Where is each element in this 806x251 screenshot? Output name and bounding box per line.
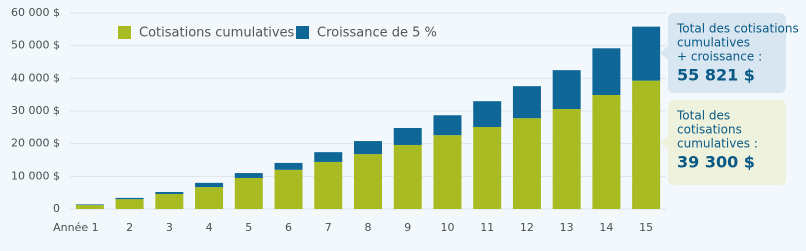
bar-segment — [512, 86, 541, 119]
bar-segment — [552, 109, 581, 209]
x-tick-label: 11 — [480, 221, 494, 234]
bar-segment — [234, 177, 263, 209]
bar-segment — [155, 193, 184, 209]
callout-text: Total des cotisations — [676, 22, 799, 36]
x-tick-label: 8 — [365, 221, 372, 234]
x-tick-label: 6 — [285, 221, 292, 234]
bar-segment — [234, 173, 263, 178]
x-tick-label: 14 — [599, 221, 613, 234]
callout-text: cumulatives — [677, 36, 750, 50]
bar-segment — [195, 187, 224, 209]
bar-segment — [314, 152, 343, 162]
bar-segment — [354, 154, 382, 209]
bar-segment — [354, 141, 382, 155]
x-tick-label: 13 — [560, 221, 574, 234]
x-tick-label: 9 — [404, 221, 411, 234]
y-tick-label: 0 — [53, 202, 60, 215]
bar-segment — [433, 115, 462, 136]
bar-segment — [274, 162, 303, 170]
callout-box — [668, 13, 786, 93]
x-tick-label: 2 — [126, 221, 133, 234]
bar-segment — [592, 48, 621, 95]
bar-segment — [433, 135, 462, 209]
y-tick-label: 10 000 $ — [11, 169, 60, 182]
callout-text: cotisations — [677, 123, 742, 137]
bar-segment — [592, 94, 621, 209]
legend-label: Cotisations cumulatives — [139, 26, 295, 41]
x-tick-label: 15 — [639, 221, 653, 234]
y-tick-label: 40 000 $ — [11, 71, 60, 84]
x-tick-label: 5 — [245, 221, 252, 234]
callout-box — [668, 100, 786, 185]
callout-text: Total des — [676, 109, 730, 123]
x-tick-label: 4 — [206, 221, 213, 234]
legend-swatch — [296, 26, 309, 39]
bar-segment — [393, 144, 422, 209]
bar-segment — [155, 192, 184, 194]
x-tick-label: Année 1 — [53, 221, 99, 234]
y-tick-label: 50 000 $ — [11, 39, 60, 52]
bar-segment — [115, 199, 144, 209]
callout-text: + croissance : — [677, 50, 762, 64]
bar-segment — [552, 70, 581, 110]
y-tick-label: 60 000 $ — [11, 6, 60, 19]
bar-segment — [195, 182, 224, 188]
bar-segment — [473, 127, 502, 209]
y-tick-label: 20 000 $ — [11, 137, 60, 150]
callout-text: cumulatives : — [677, 137, 758, 151]
legend-swatch — [118, 26, 131, 39]
bar-segment — [632, 80, 661, 210]
bar-segment — [512, 118, 541, 209]
bar-segment — [75, 205, 104, 209]
bar-segment — [75, 204, 104, 206]
callout-pointer — [660, 135, 668, 150]
legend-label: Croissance de 5 % — [317, 26, 437, 41]
x-tick-label: 3 — [166, 221, 173, 234]
bar-segment — [393, 127, 422, 145]
callout-value: 39 300 $ — [677, 153, 755, 172]
bar-segment — [274, 169, 303, 209]
bar-segment — [314, 161, 343, 209]
x-tick-label: 7 — [325, 221, 332, 234]
callout-value: 55 821 $ — [677, 66, 755, 85]
bar-segment — [473, 101, 502, 128]
callout-pointer — [660, 46, 668, 60]
bar-segment — [115, 197, 144, 200]
y-tick-label: 30 000 $ — [11, 104, 60, 117]
bar-segment — [632, 26, 661, 81]
x-tick-label: 10 — [440, 221, 454, 234]
x-tick-label: 12 — [520, 221, 534, 234]
